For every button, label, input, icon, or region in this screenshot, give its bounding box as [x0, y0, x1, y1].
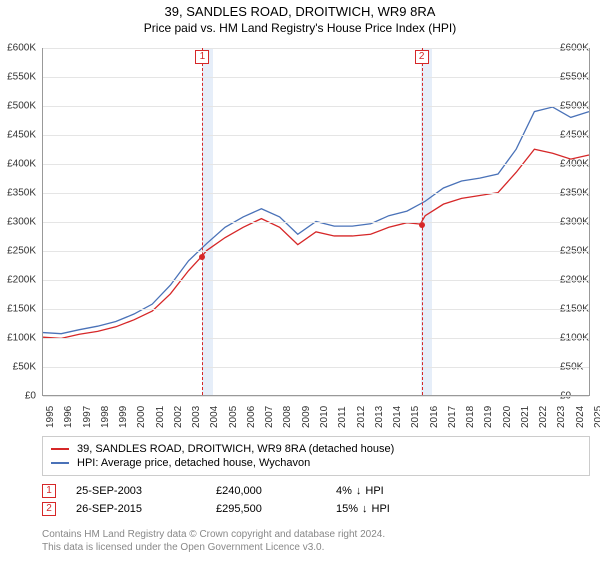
x-tick-label: 2015: [410, 406, 421, 428]
y-tick-label: £450K: [7, 130, 36, 141]
x-tick-label: 2010: [319, 406, 330, 428]
y-tick-label: £250K: [7, 246, 36, 257]
y-tick-label: £600K: [7, 43, 36, 54]
x-tick-label: 2025: [593, 406, 600, 428]
event-row: 2 26-SEP-2015£295,50015% ↓ HPI: [42, 502, 590, 516]
y-tick-label: £100K: [7, 333, 36, 344]
gridline-h: [43, 77, 589, 78]
footer-line-1: Contains HM Land Registry data © Crown c…: [42, 528, 590, 541]
gridline-h: [43, 280, 589, 281]
x-tick-label: 2016: [429, 406, 440, 428]
event-delta: 15% ↓ HPI: [336, 503, 390, 515]
x-tick-label: 2011: [337, 406, 348, 428]
y-tick-label: £300K: [7, 217, 36, 228]
footer-line-2: This data is licensed under the Open Gov…: [42, 541, 590, 554]
x-tick-label: 1995: [45, 406, 56, 428]
event-marker-line: [202, 48, 203, 395]
x-tick-label: 2005: [228, 406, 239, 428]
event-marker-badge: 2: [415, 50, 429, 64]
x-tick-label: 2022: [538, 406, 549, 428]
event-date: 25-SEP-2003: [76, 485, 216, 497]
gridline-h: [43, 106, 589, 107]
event-price: £295,500: [216, 503, 336, 515]
x-tick-label: 2019: [483, 406, 494, 428]
y-tick-label: £0: [25, 391, 36, 402]
x-tick-label: 2002: [173, 406, 184, 428]
x-tick-label: 2003: [191, 406, 202, 428]
legend-label: 39, SANDLES ROAD, DROITWICH, WR9 8RA (de…: [77, 443, 394, 455]
event-delta: 4% ↓ HPI: [336, 485, 384, 497]
y-axis-labels: £0£50K£100K£150K£200K£250K£300K£350K£400…: [0, 48, 40, 396]
y-tick-label: £550K: [7, 72, 36, 83]
gridline-h: [43, 164, 589, 165]
gridline-h: [43, 309, 589, 310]
x-tick-label: 2020: [502, 406, 513, 428]
chart-container: 39, SANDLES ROAD, DROITWICH, WR9 8RA Pri…: [0, 4, 600, 564]
y-tick-label: £50K: [13, 362, 36, 373]
x-tick-label: 2024: [575, 406, 586, 428]
x-tick-label: 2012: [356, 406, 367, 428]
legend-label: HPI: Average price, detached house, Wych…: [77, 457, 310, 469]
x-tick-label: 2018: [465, 406, 476, 428]
legend-item: 39, SANDLES ROAD, DROITWICH, WR9 8RA (de…: [51, 443, 581, 455]
x-tick-label: 2008: [282, 406, 293, 428]
event-badge: 1: [42, 484, 56, 498]
y-tick-label: £500K: [7, 101, 36, 112]
y-tick-label: £200K: [7, 275, 36, 286]
x-tick-label: 1997: [82, 406, 93, 428]
gridline-h: [43, 48, 589, 49]
legend-swatch: [51, 448, 69, 450]
x-tick-label: 2000: [136, 406, 147, 428]
event-badge: 2: [42, 502, 56, 516]
x-tick-label: 2009: [301, 406, 312, 428]
y-tick-label: £150K: [7, 304, 36, 315]
event-price: £240,000: [216, 485, 336, 497]
x-tick-label: 2023: [556, 406, 567, 428]
x-tick-label: 2004: [209, 406, 220, 428]
arrow-down-icon: ↓: [362, 503, 368, 515]
gridline-h: [43, 367, 589, 368]
event-date: 26-SEP-2015: [76, 503, 216, 515]
legend-item: HPI: Average price, detached house, Wych…: [51, 457, 581, 469]
x-tick-label: 2017: [447, 406, 458, 428]
arrow-down-icon: ↓: [356, 485, 362, 497]
gridline-h: [43, 251, 589, 252]
event-row: 1 25-SEP-2003£240,0004% ↓ HPI: [42, 484, 590, 498]
chart-subtitle: Price paid vs. HM Land Registry's House …: [0, 21, 600, 35]
footer-attribution: Contains HM Land Registry data © Crown c…: [42, 528, 590, 554]
gridline-h: [43, 193, 589, 194]
event-delta-pct: 15%: [336, 503, 358, 515]
x-tick-label: 2013: [374, 406, 385, 428]
y-axis-labels-right: £0£50K£100K£150K£200K£250K£300K£350K£400…: [590, 48, 600, 396]
event-delta-vs: HPI: [372, 503, 390, 515]
x-tick-label: 1999: [118, 406, 129, 428]
x-tick-label: 2007: [264, 406, 275, 428]
x-tick-label: 2001: [155, 406, 166, 428]
event-delta-pct: 4%: [336, 485, 352, 497]
x-tick-label: 1998: [100, 406, 111, 428]
series-line-hpi: [43, 107, 589, 334]
x-tick-label: 2006: [246, 406, 257, 428]
chart-title: 39, SANDLES ROAD, DROITWICH, WR9 8RA: [0, 4, 600, 19]
y-tick-label: £400K: [7, 159, 36, 170]
gridline-h: [43, 135, 589, 136]
series-marker-dot: [419, 222, 425, 228]
y-tick-label: £350K: [7, 188, 36, 199]
gridline-h: [43, 396, 589, 397]
event-delta-vs: HPI: [365, 485, 383, 497]
x-axis-labels: 1995 1996 1997 1998 1999 2000 2001 2002 2003 2004…: [42, 398, 590, 438]
event-marker-badge: 1: [195, 50, 209, 64]
legend: 39, SANDLES ROAD, DROITWICH, WR9 8RA (de…: [42, 436, 590, 476]
plot-area: 12: [42, 48, 590, 396]
events-table: 1 25-SEP-2003£240,0004% ↓ HPI 2 26-SEP-2015£…: [42, 480, 590, 520]
gridline-h: [43, 222, 589, 223]
series-marker-dot: [199, 254, 205, 260]
gridline-h: [43, 338, 589, 339]
x-tick-label: 1996: [63, 406, 74, 428]
legend-swatch: [51, 462, 69, 464]
x-tick-label: 2021: [520, 406, 531, 428]
x-tick-label: 2014: [392, 406, 403, 428]
